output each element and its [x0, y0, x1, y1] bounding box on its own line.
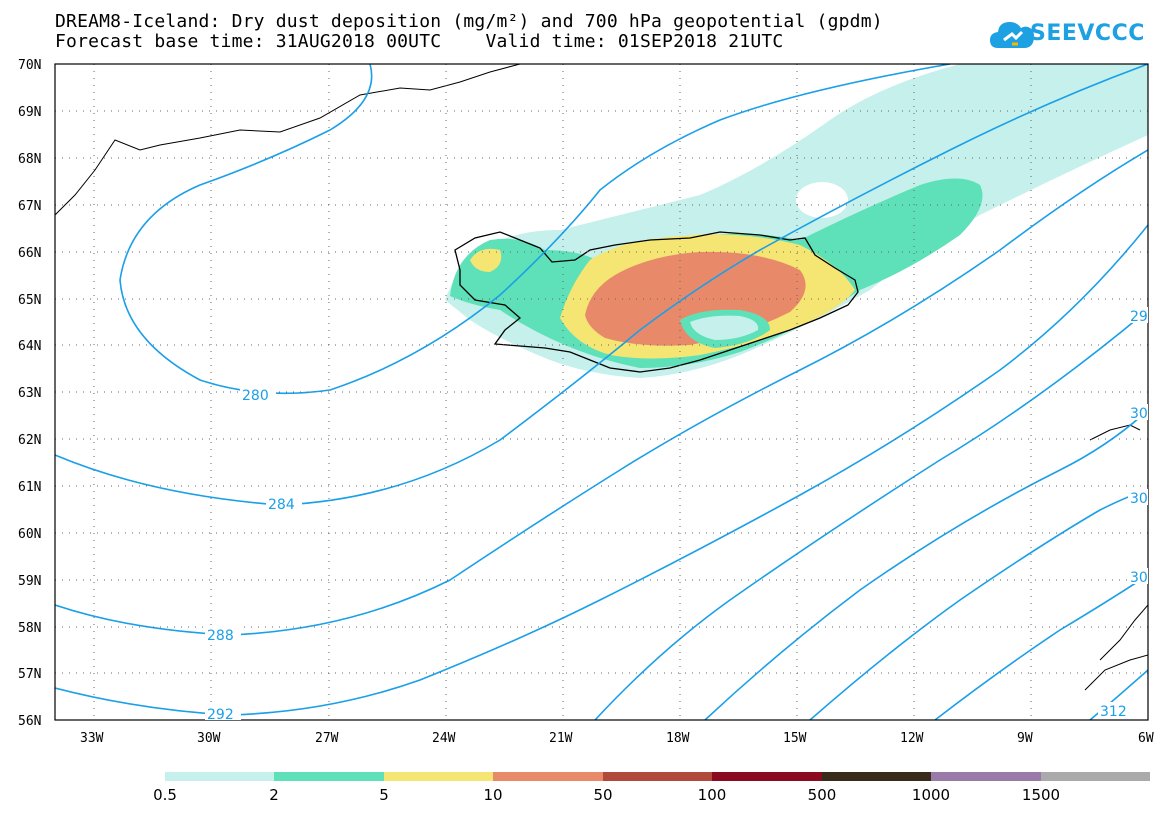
lon-label: 15W: [783, 731, 807, 746]
iceland-coastline: [454, 231, 859, 373]
lat-label: 59N: [18, 574, 41, 589]
lat-label: 58N: [18, 621, 41, 636]
colorbar-segment: [274, 772, 384, 781]
map-frame: [54, 63, 1149, 721]
forecast-time: Forecast base time: 31AUG2018 00UTC Vali…: [55, 31, 784, 52]
contour-label: 280: [242, 388, 269, 404]
contour-label: 284: [268, 497, 295, 513]
colorbar-label: 50: [593, 786, 613, 804]
lat-label: 62N: [18, 433, 41, 448]
lon-label: 33W: [80, 731, 104, 746]
lat-label: 61N: [18, 480, 41, 495]
map-title: DREAM8-Iceland: Dry dust deposition (mg/…: [55, 11, 883, 32]
lon-label: 24W: [432, 731, 456, 746]
lon-label: 21W: [549, 731, 573, 746]
colorbar-label: 500: [807, 786, 837, 804]
colorbar-segment: [493, 772, 603, 781]
contour-label: 288: [207, 628, 234, 644]
lat-label: 63N: [18, 386, 41, 401]
lat-label: 70N: [18, 58, 41, 73]
dust-hole: [796, 182, 848, 218]
lon-label: 27W: [315, 731, 339, 746]
graticule: [55, 64, 1148, 720]
colorbar-segment: [712, 772, 822, 781]
scandinavia-coastline: [1084, 424, 1148, 691]
contour-label: 30: [1130, 491, 1148, 507]
lat-label: 64N: [18, 339, 41, 354]
colorbar-label: 5: [379, 786, 389, 804]
colorbar-segment: [165, 772, 275, 781]
lon-label: 9W: [1017, 731, 1033, 746]
lat-label: 65N: [18, 293, 41, 308]
logo-text: SEEVCCC: [1030, 21, 1145, 46]
contour-label: 312: [1100, 704, 1127, 720]
lat-label: 60N: [18, 527, 41, 542]
lat-label: 57N: [18, 667, 41, 682]
greenland-coastline: [55, 64, 521, 216]
colorbar-label: 0.5: [153, 786, 177, 804]
colorbar-label: 100: [697, 786, 727, 804]
colorbar-label: 2: [269, 786, 279, 804]
colorbar-segment: [821, 772, 932, 781]
lat-label: 69N: [18, 105, 41, 120]
colorbar-label: 10: [483, 786, 503, 804]
lon-label: 6W: [1138, 731, 1154, 746]
colorbar-label: 1000: [911, 786, 951, 804]
contour-label: 30: [1130, 406, 1148, 422]
lat-label: 66N: [18, 246, 41, 261]
contour-label: 30: [1130, 570, 1148, 586]
lon-label: 12W: [900, 731, 924, 746]
colorbar: [165, 772, 1150, 781]
lat-label: 56N: [18, 714, 41, 729]
colorbar-label: 1500: [1021, 786, 1061, 804]
cloud-icon: [990, 22, 1034, 48]
contour-label: 29: [1130, 309, 1148, 325]
lat-label: 68N: [18, 152, 41, 167]
contour-label: 292: [207, 707, 234, 723]
lon-label: 18W: [666, 731, 690, 746]
colorbar-segment: [1040, 772, 1150, 781]
colorbar-segment: [602, 772, 713, 781]
colorbar-segment: [383, 772, 494, 781]
lon-label: 30W: [197, 731, 221, 746]
lat-label: 67N: [18, 199, 41, 214]
colorbar-segment: [931, 772, 1041, 781]
